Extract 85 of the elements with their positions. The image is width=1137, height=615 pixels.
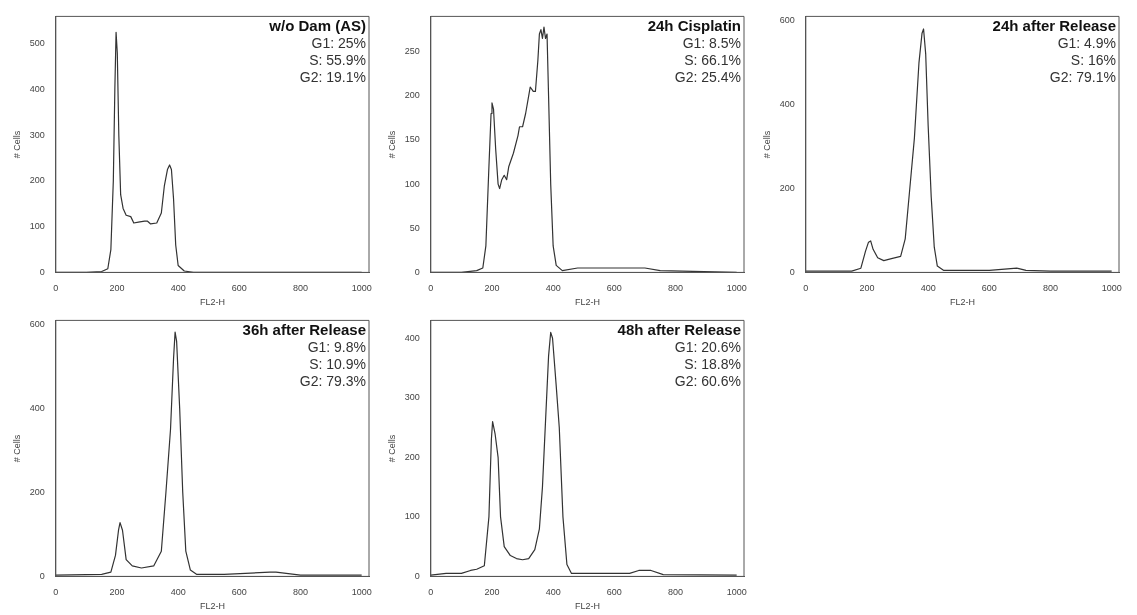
y-axis-title: # Cells: [11, 130, 22, 159]
chart-title: 48h after Release: [617, 321, 741, 339]
x-tick-label: 400: [170, 283, 186, 294]
annotation: G1: 20.6%: [674, 339, 741, 356]
x-tick-label: 400: [545, 587, 561, 598]
annotation: S: 18.8%: [684, 356, 741, 373]
x-tick-label: 600: [606, 283, 622, 294]
y-tick-label: 0: [789, 266, 795, 277]
y-tick-label: 250: [404, 46, 420, 57]
x-tick-label: 1000: [351, 283, 372, 294]
x-tick-label: 1000: [726, 587, 747, 598]
y-axis-title: # Cells: [386, 434, 397, 463]
x-tick-label: 0: [428, 587, 434, 598]
x-tick-label: 600: [981, 283, 997, 294]
annotation: S: 16%: [1070, 52, 1116, 69]
y-tick-label: 600: [779, 15, 795, 26]
y-tick-label: 600: [29, 319, 45, 330]
y-tick-label: 300: [29, 129, 45, 140]
x-tick-label: 0: [53, 283, 59, 294]
x-tick-label: 0: [803, 283, 809, 294]
y-tick-label: 200: [404, 451, 420, 462]
x-tick-label: 800: [292, 587, 309, 598]
x-axis-title: FL2-H: [574, 601, 600, 612]
y-tick-label: 400: [29, 84, 45, 95]
x-tick-label: 1000: [726, 283, 747, 294]
y-tick-label: 200: [29, 486, 45, 497]
y-axis-title: # Cells: [386, 130, 397, 159]
x-tick-label: 800: [667, 587, 684, 598]
x-tick-label: 800: [667, 283, 684, 294]
x-tick-label: 800: [1042, 283, 1059, 294]
x-tick-label: 600: [231, 587, 247, 598]
x-tick-label: 400: [920, 283, 936, 294]
annotation: S: 66.1%: [684, 52, 741, 69]
annotation: G2: 60.6%: [674, 373, 741, 390]
x-tick-label: 200: [859, 283, 875, 294]
x-tick-label: 1000: [1101, 283, 1122, 294]
annotation: S: 10.9%: [309, 356, 366, 373]
y-tick-label: 100: [29, 221, 45, 232]
y-tick-label: 0: [414, 570, 420, 581]
chart-title: 36h after Release: [242, 321, 366, 339]
x-tick-label: 200: [484, 283, 500, 294]
chart-title: w/o Dam (AS): [268, 17, 366, 35]
y-tick-label: 50: [409, 222, 420, 233]
x-tick-label: 0: [428, 283, 434, 294]
y-tick-label: 0: [39, 570, 45, 581]
annotation: G2: 79.1%: [1049, 69, 1116, 86]
x-axis-title: FL2-H: [949, 297, 975, 308]
x-tick-label: 0: [53, 587, 59, 598]
y-tick-label: 200: [404, 90, 420, 101]
chart-title: 24h after Release: [992, 17, 1116, 35]
y-tick-label: 400: [404, 332, 420, 343]
x-tick-label: 400: [170, 587, 186, 598]
x-axis-title: FL2-H: [574, 297, 600, 308]
annotation: G1: 4.9%: [1057, 35, 1116, 52]
y-axis-title: # Cells: [11, 434, 22, 463]
annotation: G2: 25.4%: [674, 69, 741, 86]
y-tick-label: 500: [29, 38, 45, 49]
y-tick-label: 400: [779, 99, 795, 110]
annotation: S: 55.9%: [309, 52, 366, 69]
y-tick-label: 300: [404, 392, 420, 403]
y-tick-label: 150: [404, 134, 420, 145]
y-tick-label: 0: [414, 266, 420, 277]
x-tick-label: 200: [109, 283, 125, 294]
y-tick-label: 400: [29, 403, 45, 414]
y-tick-label: 200: [29, 175, 45, 186]
annotation: G1: 8.5%: [682, 35, 741, 52]
x-tick-label: 600: [231, 283, 247, 294]
x-tick-label: 200: [109, 587, 125, 598]
annotation: G1: 9.8%: [307, 339, 366, 356]
annotation: G1: 25%: [311, 35, 366, 52]
y-tick-label: 100: [404, 511, 420, 522]
x-axis-title: FL2-H: [199, 297, 225, 308]
y-tick-label: 100: [404, 178, 420, 189]
annotation: G2: 19.1%: [299, 69, 366, 86]
y-tick-label: 200: [779, 182, 795, 193]
y-tick-label: 0: [39, 266, 45, 277]
x-tick-label: 1000: [351, 587, 372, 598]
chart-title: 24h Cisplatin: [647, 17, 741, 35]
x-tick-label: 400: [545, 283, 561, 294]
annotation: G2: 79.3%: [299, 373, 366, 390]
x-axis-title: FL2-H: [199, 601, 225, 612]
x-tick-label: 200: [484, 587, 500, 598]
x-tick-label: 600: [606, 587, 622, 598]
x-tick-label: 800: [292, 283, 309, 294]
y-axis-title: # Cells: [761, 130, 772, 159]
